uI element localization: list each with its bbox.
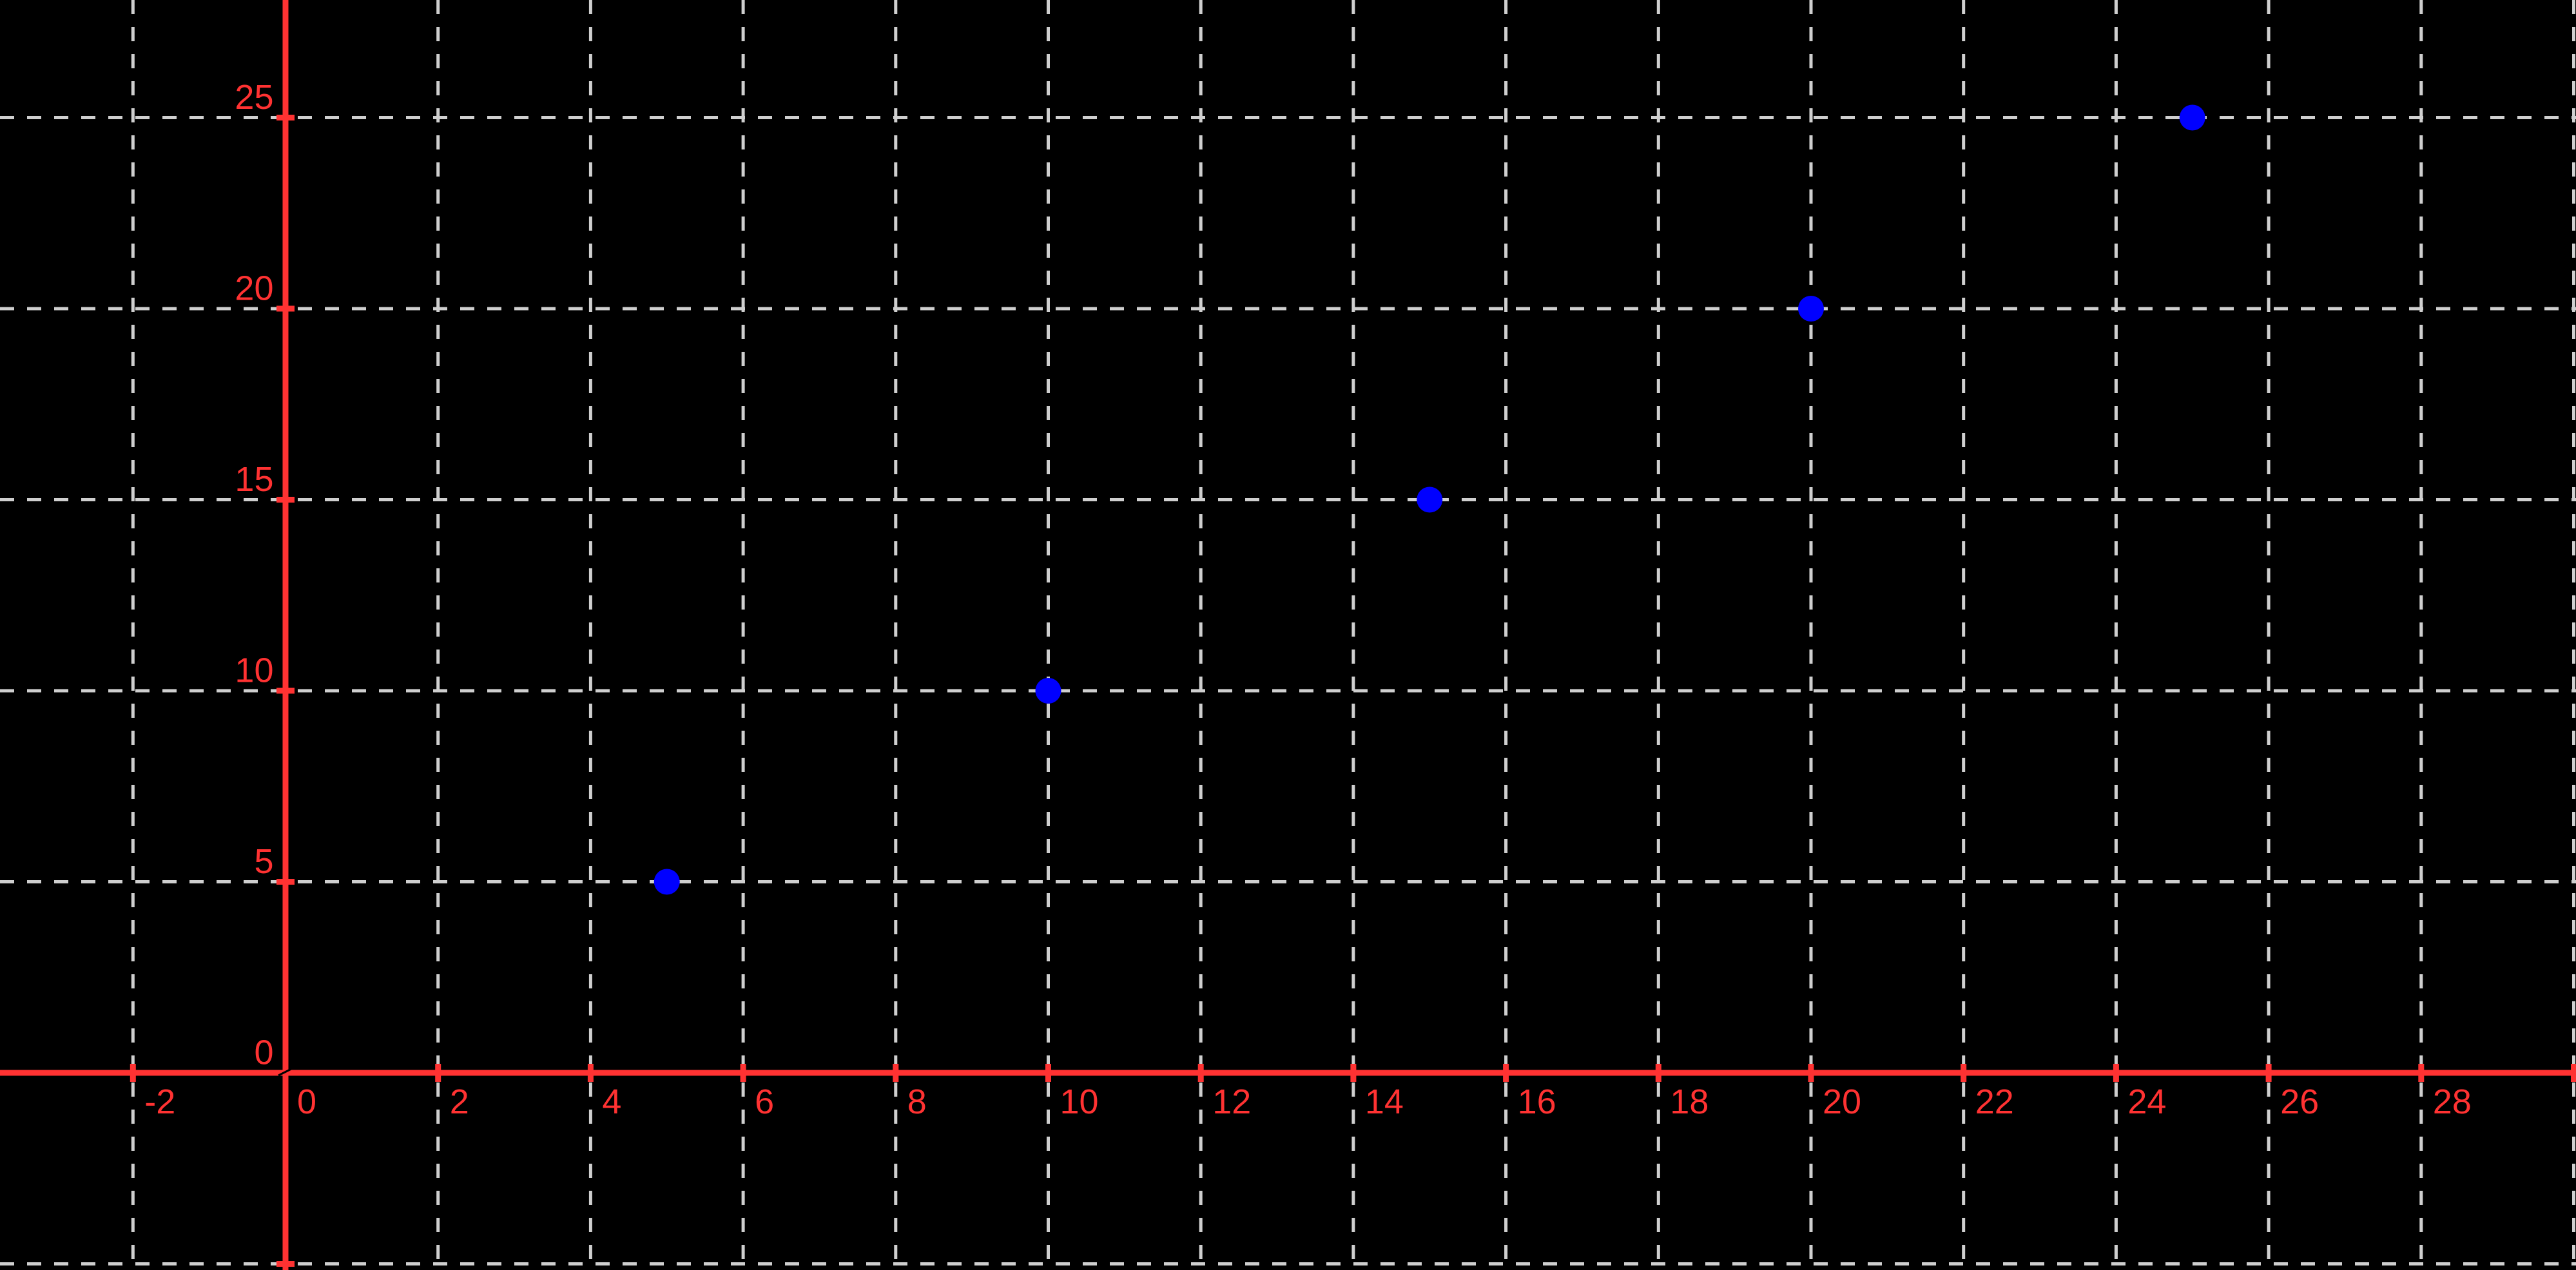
svg-text:28: 28 — [2433, 1082, 2472, 1121]
svg-text:16: 16 — [1518, 1082, 1556, 1121]
svg-text:0: 0 — [254, 1033, 273, 1072]
svg-text:26: 26 — [2280, 1082, 2319, 1121]
svg-text:0: 0 — [297, 1082, 316, 1121]
svg-text:14: 14 — [1365, 1082, 1404, 1121]
svg-text:-2: -2 — [144, 1082, 175, 1121]
svg-text:4: 4 — [602, 1082, 621, 1121]
svg-text:5: 5 — [254, 842, 273, 881]
svg-text:8: 8 — [907, 1082, 927, 1121]
svg-text:10: 10 — [1060, 1082, 1099, 1121]
svg-text:24: 24 — [2127, 1082, 2166, 1121]
svg-text:22: 22 — [1975, 1082, 2014, 1121]
svg-text:10: 10 — [235, 651, 273, 689]
svg-text:6: 6 — [755, 1082, 774, 1121]
svg-text:18: 18 — [1670, 1082, 1709, 1121]
svg-text:12: 12 — [1212, 1082, 1251, 1121]
svg-text:20: 20 — [235, 269, 273, 307]
svg-text:15: 15 — [235, 460, 273, 499]
svg-text:2: 2 — [450, 1082, 469, 1121]
svg-text:25: 25 — [235, 78, 273, 117]
svg-text:20: 20 — [1823, 1082, 1861, 1121]
